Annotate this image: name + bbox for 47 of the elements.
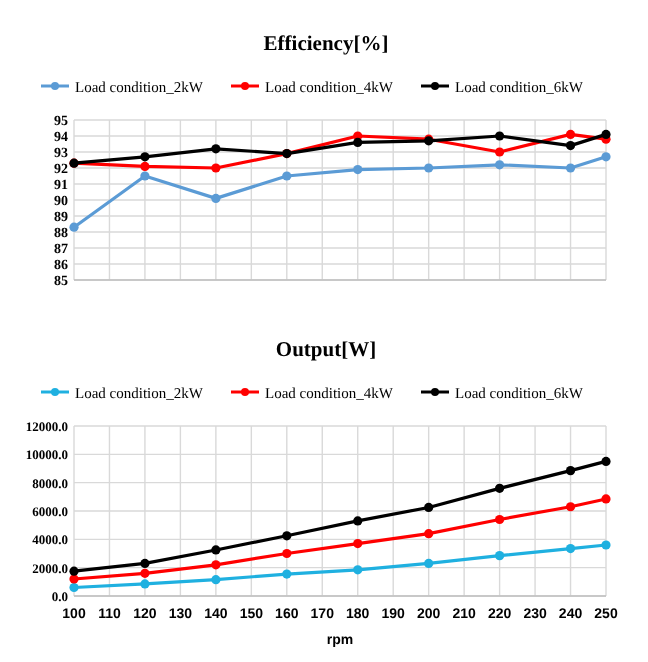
point: [211, 193, 221, 203]
point: [140, 171, 150, 181]
point: [565, 141, 576, 151]
point: [601, 129, 611, 139]
point: [140, 152, 150, 162]
point: [282, 531, 292, 541]
point: [565, 466, 576, 476]
point: [69, 222, 79, 232]
point: [424, 502, 434, 513]
point: [565, 502, 576, 512]
point: [601, 540, 611, 550]
point: [495, 147, 505, 157]
point: [565, 163, 576, 173]
point: [353, 538, 363, 549]
point: [140, 558, 150, 569]
point: [495, 160, 505, 170]
point: [140, 579, 150, 589]
point: [424, 529, 434, 539]
point: [601, 152, 611, 162]
chart-title: Efficiency[%]: [263, 34, 389, 56]
point: [211, 545, 221, 555]
point: [140, 161, 150, 171]
point: [69, 582, 79, 593]
point: [495, 483, 505, 493]
point: [601, 494, 611, 504]
point: [424, 558, 434, 569]
point: [140, 568, 150, 578]
point: [282, 548, 292, 559]
point: [565, 543, 576, 554]
point: [282, 569, 292, 579]
point: [211, 560, 221, 570]
point: [353, 565, 363, 575]
point: [601, 456, 611, 467]
point: [565, 129, 576, 139]
point: [69, 566, 79, 576]
point: [353, 137, 363, 147]
point: [353, 165, 363, 175]
point: [495, 551, 505, 561]
chart-title: Output[W]: [275, 340, 377, 362]
point: [211, 575, 221, 585]
point: [495, 514, 505, 525]
point: [353, 516, 363, 526]
point: [495, 131, 505, 141]
point: [424, 163, 434, 173]
point: [211, 163, 221, 173]
point: [211, 144, 221, 154]
point: [282, 171, 292, 181]
